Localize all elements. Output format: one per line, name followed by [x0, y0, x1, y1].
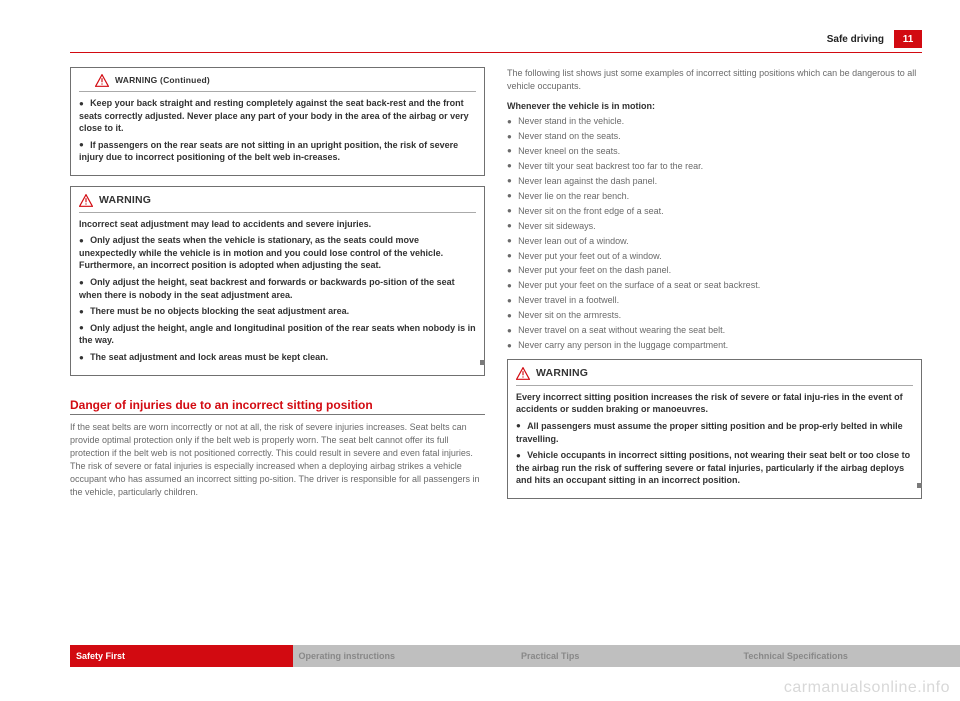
list-item: Never put your feet on the surface of a … — [507, 279, 922, 293]
list-item: Never travel in a footwell. — [507, 294, 922, 308]
section-end-marker — [917, 483, 922, 488]
footer-tabs: Safety First Operating instructions Prac… — [0, 645, 960, 667]
warning-title: WARNING — [99, 193, 151, 208]
warning-title-row: WARNING — [79, 193, 476, 213]
warning-item: The seat adjustment and lock areas must … — [79, 351, 476, 364]
warning-triangle-icon — [79, 194, 93, 207]
body-paragraph: The following list shows just some examp… — [507, 67, 922, 93]
warning-item: Only adjust the height, seat backrest an… — [79, 276, 476, 301]
warning-triangle-icon — [516, 367, 530, 380]
column-right: The following list shows just some examp… — [507, 67, 922, 509]
warning-lead: Every incorrect sitting position increas… — [516, 391, 913, 416]
list-item: Never stand in the vehicle. — [507, 115, 922, 129]
page-header: Safe driving 11 — [70, 30, 922, 48]
warning-item: Keep your back straight and resting comp… — [79, 97, 476, 135]
header-section: Safe driving — [827, 34, 884, 45]
section-end-marker — [480, 360, 485, 365]
list-item: Never kneel on the seats. — [507, 145, 922, 159]
warning-item: All passengers must assume the proper si… — [516, 420, 913, 445]
warning-item: Only adjust the height, angle and longit… — [79, 322, 476, 347]
list-item: Never lean against the dash panel. — [507, 175, 922, 189]
warning-item: If passengers on the rear seats are not … — [79, 139, 476, 164]
footer-spacer — [0, 645, 70, 667]
warning-box-continued: WARNING (Continued) Keep your back strai… — [70, 67, 485, 176]
section-heading: Danger of injuries due to an incorrect s… — [70, 398, 485, 415]
list-item: Never put your feet out of a window. — [507, 250, 922, 264]
list-item: Never carry any person in the luggage co… — [507, 339, 922, 353]
bullet-list: Never stand in the vehicle. Never stand … — [507, 115, 922, 353]
page: Safe driving 11 WARNING (Continued) Keep… — [0, 0, 960, 701]
tab-practical-tips[interactable]: Practical Tips — [515, 645, 738, 667]
warning-list: All passengers must assume the proper si… — [516, 420, 913, 487]
warning-list: Only adjust the seats when the vehicle i… — [79, 234, 476, 363]
warning-item: Vehicle occupants in incorrect sitting p… — [516, 449, 913, 487]
column-left: WARNING (Continued) Keep your back strai… — [70, 67, 485, 509]
warning-title: WARNING — [536, 366, 588, 381]
warning-lead: Incorrect seat adjustment may lead to ac… — [79, 218, 476, 231]
warning-title: WARNING (Continued) — [115, 75, 210, 87]
list-item: Never lie on the rear bench. — [507, 190, 922, 204]
watermark: carmanualsonline.info — [784, 679, 950, 697]
content-columns: WARNING (Continued) Keep your back strai… — [70, 67, 922, 509]
warning-list: Keep your back straight and resting comp… — [79, 97, 476, 164]
tab-operating-instructions[interactable]: Operating instructions — [293, 645, 516, 667]
list-item: Never sit on the armrests. — [507, 309, 922, 323]
sub-heading: Whenever the vehicle is in motion: — [507, 101, 922, 111]
warning-item: There must be no objects blocking the se… — [79, 305, 476, 318]
warning-triangle-icon — [95, 74, 109, 87]
list-item: Never sit sideways. — [507, 220, 922, 234]
warning-title-row: WARNING — [516, 366, 913, 386]
body-paragraph: If the seat belts are worn incorrectly o… — [70, 421, 485, 499]
list-item: Never lean out of a window. — [507, 235, 922, 249]
header-rule — [70, 52, 922, 53]
page-number: 11 — [894, 30, 922, 48]
list-item: Never stand on the seats. — [507, 130, 922, 144]
list-item: Never tilt your seat backrest too far to… — [507, 160, 922, 174]
list-item: Never travel on a seat without wearing t… — [507, 324, 922, 338]
tab-technical-specs[interactable]: Technical Specifications — [738, 645, 960, 667]
warning-title-row: WARNING (Continued) — [79, 74, 476, 92]
warning-box: WARNING Incorrect seat adjustment may le… — [70, 186, 485, 376]
warning-item: Only adjust the seats when the vehicle i… — [79, 234, 476, 272]
tab-safety-first[interactable]: Safety First — [70, 645, 293, 667]
list-item: Never sit on the front edge of a seat. — [507, 205, 922, 219]
warning-box: WARNING Every incorrect sitting position… — [507, 359, 922, 499]
list-item: Never put your feet on the dash panel. — [507, 264, 922, 278]
